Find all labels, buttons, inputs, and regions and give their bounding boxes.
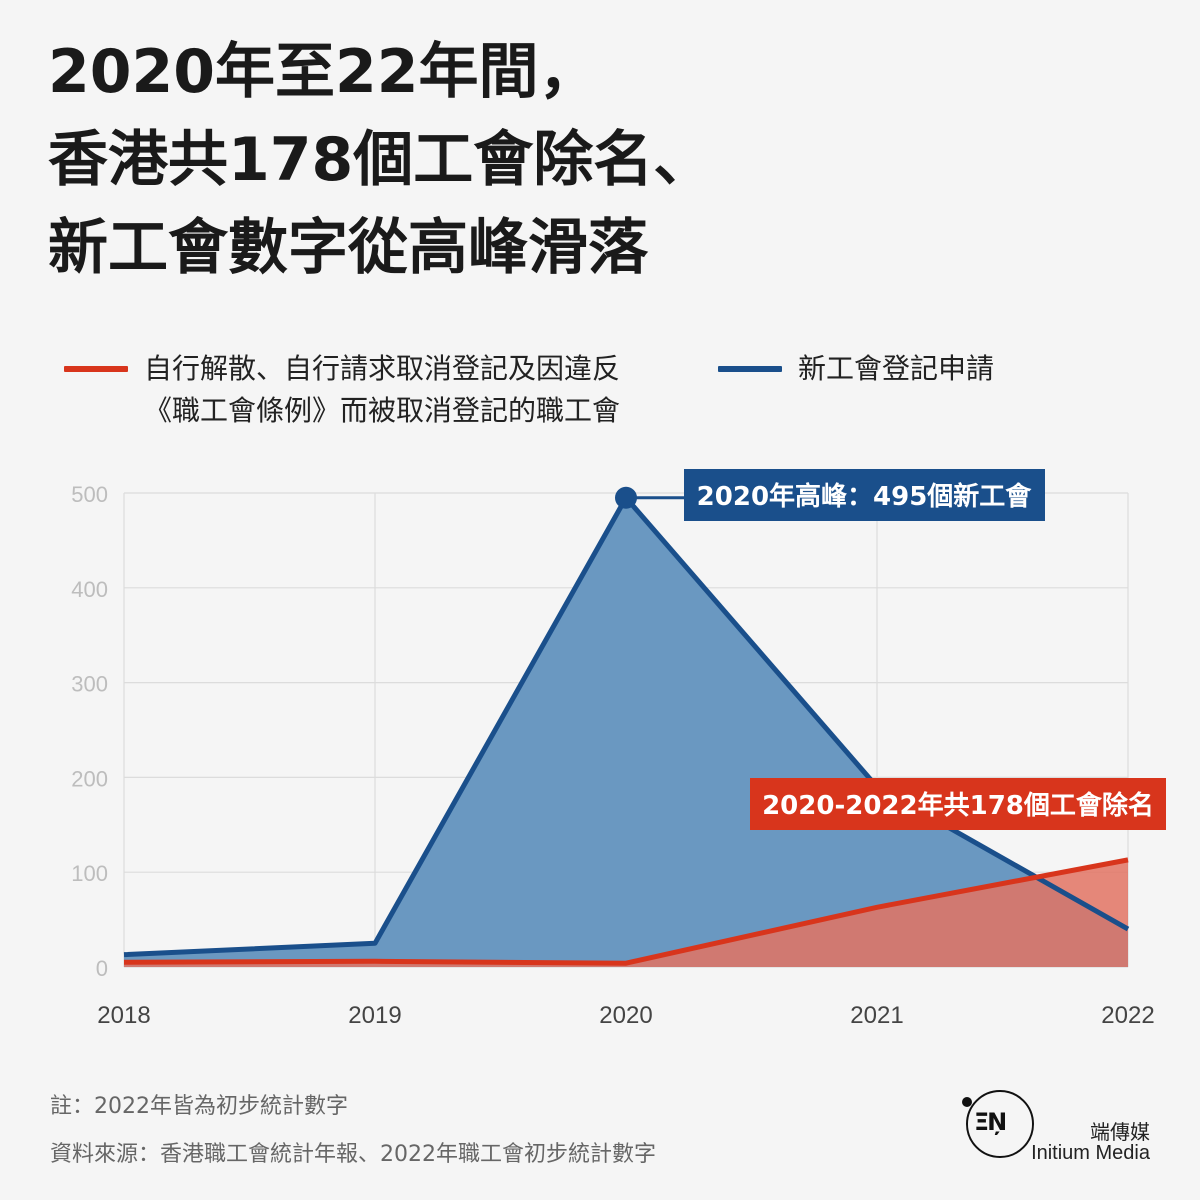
legend-label-deregistered-line-1: 自行解散、自行請求取消登記及因違反 [144,352,621,385]
note-preliminary: 註：2022年皆為初步統計數字 [50,1094,348,1119]
x-tick-label-2018: 2018 [97,1002,150,1029]
y-tick-label-300: 300 [71,672,108,697]
legend-swatch-deregistered [64,366,128,372]
x-tick-label-2020: 2020 [599,1002,652,1029]
y-tick-label-0: 0 [96,956,108,981]
annotation-total-text: 2020-2022年共178個工會除名 [762,790,1154,821]
chart-title: 2020年至22年間， 香港共178個工會除名、 新工會數字從高峰滑落 [48,28,1148,292]
y-tick-label-100: 100 [71,861,108,886]
brand-name-chinese: 端傳媒 [1090,1120,1150,1144]
initium-logo: ΞŅ [962,1090,1034,1158]
area-chart: 0 100 200 300 400 500 2018 2019 2020 2021 2022 2020… [71,469,1166,1029]
logo-glyph: ΞŅ [974,1108,1007,1136]
annotation-total-box [750,778,1166,830]
x-tick-label-2022: 2022 [1101,1002,1154,1029]
brand-name-english: Initium Media [1031,1142,1150,1164]
annotation-peak-box [684,469,1045,521]
y-tick-label-400: 400 [71,577,108,602]
series-area-1 [124,859,1128,967]
legend-label-deregistered-line-2: 《職工會條例》而被取消登記的職工會 [144,394,621,427]
title-line-3: 新工會數字從高峰滑落 [48,213,648,283]
legend-swatch-new-unions [718,366,782,372]
logo-dot-icon [962,1097,972,1107]
y-tick-label-500: 500 [71,482,108,507]
peak-marker [615,486,637,509]
title-line-2: 香港共178個工會除名、 [48,125,714,195]
legend-label-new-unions: 新工會登記申請 [798,348,994,390]
note-source: 資料來源：香港職工會統計年報、2022年職工會初步統計數字 [50,1142,656,1167]
annotation-peak-text: 2020年高峰：495個新工會 [697,481,1033,512]
title-line-1: 2020年至22年間， [48,37,599,107]
series-area-0 [124,497,1128,967]
x-tick-label-2021: 2021 [850,1002,903,1029]
x-tick-label-2019: 2019 [348,1002,401,1029]
legend-label-deregistered: 自行解散、自行請求取消登記及因違反 《職工會條例》而被取消登記的職工會 [144,348,620,432]
legend-label-new-unions-line-1: 新工會登記申請 [798,352,995,385]
y-tick-label-200: 200 [71,766,108,791]
